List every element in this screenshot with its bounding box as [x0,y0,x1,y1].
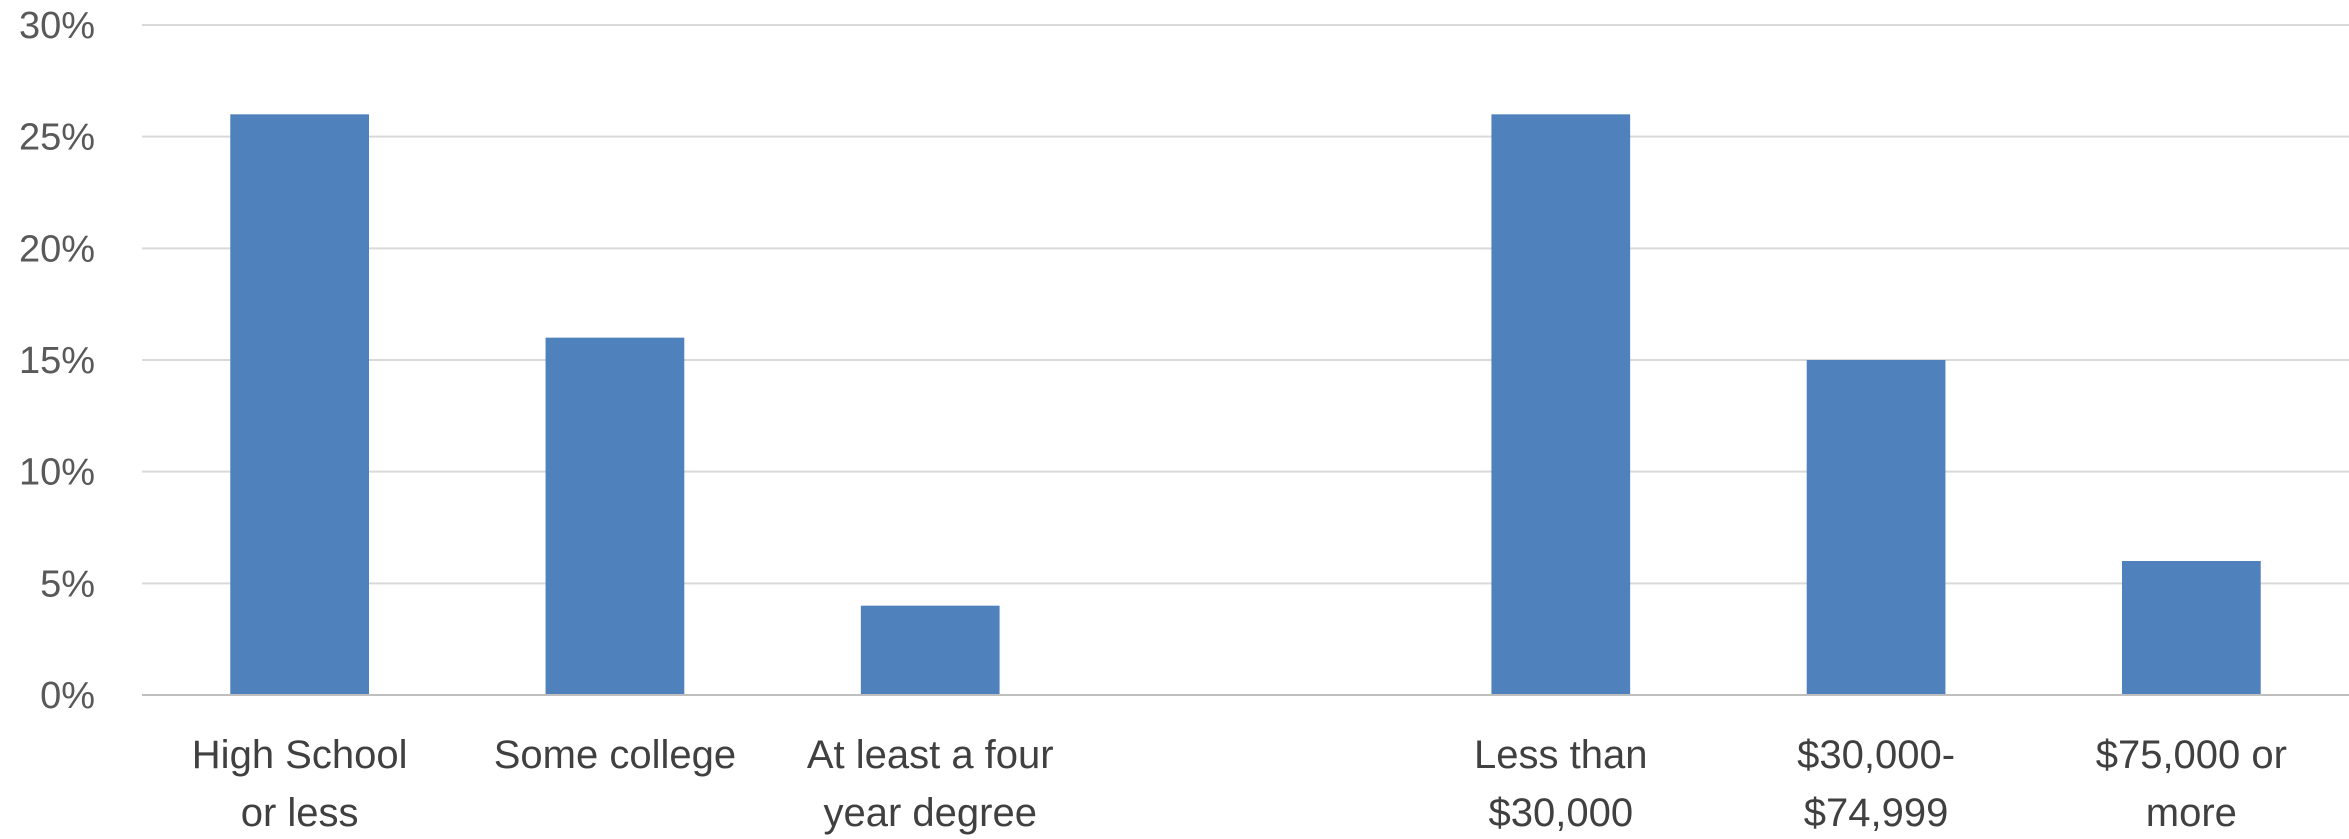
y-tick-label: 15% [19,340,95,382]
y-tick-label: 25% [19,117,95,159]
y-tick-label: 10% [19,452,95,494]
y-tick-label: 5% [40,563,95,605]
bar [1806,360,1946,695]
x-category-label: $75,000 or more [2096,733,2287,835]
x-category-label: Some college [494,733,736,777]
x-category-label: High School or less [192,733,408,835]
x-category-label: $30,000-$74,999 [1797,733,1955,835]
x-category-label: At least a four year degree [807,733,1054,835]
y-axis-tick-labels: 0% 5% 10% 15% 20% 25% 30% [19,5,95,717]
y-tick-label: 20% [19,228,95,270]
bar [545,337,685,695]
gridlines [142,24,2349,585]
y-tick-label: 30% [19,5,95,47]
bar [230,114,370,696]
bar [860,605,1000,695]
bar [2121,561,2261,695]
x-axis-category-labels: High School or less Some college At least a… [192,733,2287,835]
x-category-label: Less than $30,000 [1474,733,1647,835]
bars [230,114,2261,696]
bar [1491,114,1631,696]
y-tick-label: 0% [40,675,95,717]
